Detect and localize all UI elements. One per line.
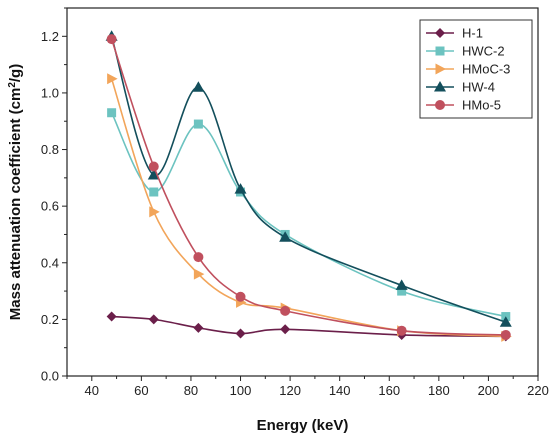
data-point bbox=[500, 329, 511, 340]
legend-label: HMoC-3 bbox=[462, 62, 510, 77]
data-point bbox=[149, 187, 159, 197]
x-tick-label: 80 bbox=[184, 383, 198, 398]
plot-frame bbox=[66, 7, 539, 377]
series-layer bbox=[105, 30, 512, 342]
data-point bbox=[280, 324, 291, 335]
data-point bbox=[397, 286, 407, 296]
series-HMo-5 bbox=[106, 34, 511, 340]
legend-label: HMo-5 bbox=[462, 98, 501, 113]
x-tick-label: 160 bbox=[378, 383, 400, 398]
y-tick-label: 1.2 bbox=[41, 29, 59, 44]
data-point bbox=[193, 322, 204, 333]
y-tick-label: 0.6 bbox=[41, 199, 59, 214]
y-axis-title: Mass attenuation coefficient (cm2/g) bbox=[7, 64, 25, 320]
data-point bbox=[148, 314, 159, 325]
x-tick-label: 100 bbox=[230, 383, 252, 398]
data-point bbox=[395, 279, 408, 290]
y-axis: 0.0 0.2 0.4 0.6 0.8 1.0 1.2 bbox=[41, 7, 67, 384]
data-point bbox=[193, 268, 205, 280]
data-point bbox=[106, 34, 117, 45]
data-point bbox=[107, 108, 117, 118]
legend-marker bbox=[435, 28, 445, 38]
x-tick-label: 180 bbox=[428, 383, 450, 398]
x-tick-label: 60 bbox=[134, 383, 148, 398]
data-point bbox=[280, 305, 291, 316]
data-point bbox=[234, 183, 247, 194]
data-point bbox=[279, 231, 292, 242]
data-point bbox=[235, 328, 246, 339]
x-tick-label: 220 bbox=[527, 383, 549, 398]
x-axis: 40 60 80 100 120 140 160 180 200 220 bbox=[66, 376, 549, 398]
data-point bbox=[396, 325, 407, 336]
legend-marker bbox=[435, 100, 445, 110]
y-axis-title-end: /g) bbox=[7, 64, 24, 82]
legend: H-1 HWC-2 HMoC-3 HW-4 HMo-5 bbox=[419, 19, 533, 119]
series-HWC-2 bbox=[107, 108, 511, 322]
series-line bbox=[110, 112, 506, 318]
y-tick-label: 0.2 bbox=[41, 312, 59, 327]
x-tick-label: 40 bbox=[85, 383, 99, 398]
data-point bbox=[147, 169, 160, 180]
legend-marker bbox=[434, 81, 446, 92]
y-tick-label: 0.0 bbox=[41, 369, 59, 384]
x-tick-label: 120 bbox=[279, 383, 301, 398]
y-axis-title-main: Mass attenuation coefficient (cm bbox=[7, 88, 24, 321]
data-point bbox=[106, 311, 117, 322]
legend-label: HW-4 bbox=[462, 80, 495, 95]
data-point bbox=[107, 73, 118, 85]
x-tick-label: 200 bbox=[478, 383, 500, 398]
legend-marker bbox=[435, 46, 445, 56]
legend-marker bbox=[435, 63, 446, 75]
y-axis-title-superscript: 2 bbox=[7, 82, 18, 88]
data-point bbox=[499, 316, 512, 327]
data-point bbox=[148, 161, 159, 172]
data-point bbox=[193, 252, 204, 263]
x-axis-title: Energy (keV) bbox=[257, 417, 349, 434]
data-point bbox=[235, 291, 246, 302]
x-tick-label: 140 bbox=[329, 383, 351, 398]
legend-label: H-1 bbox=[462, 26, 483, 41]
data-point bbox=[192, 81, 205, 92]
legend-label: HWC-2 bbox=[462, 44, 505, 59]
y-tick-label: 0.8 bbox=[41, 142, 59, 157]
y-tick-label: 1.0 bbox=[41, 85, 59, 100]
plot-border bbox=[66, 7, 539, 377]
data-point bbox=[149, 206, 160, 218]
data-point bbox=[193, 119, 203, 129]
y-tick-label: 0.4 bbox=[41, 255, 59, 270]
